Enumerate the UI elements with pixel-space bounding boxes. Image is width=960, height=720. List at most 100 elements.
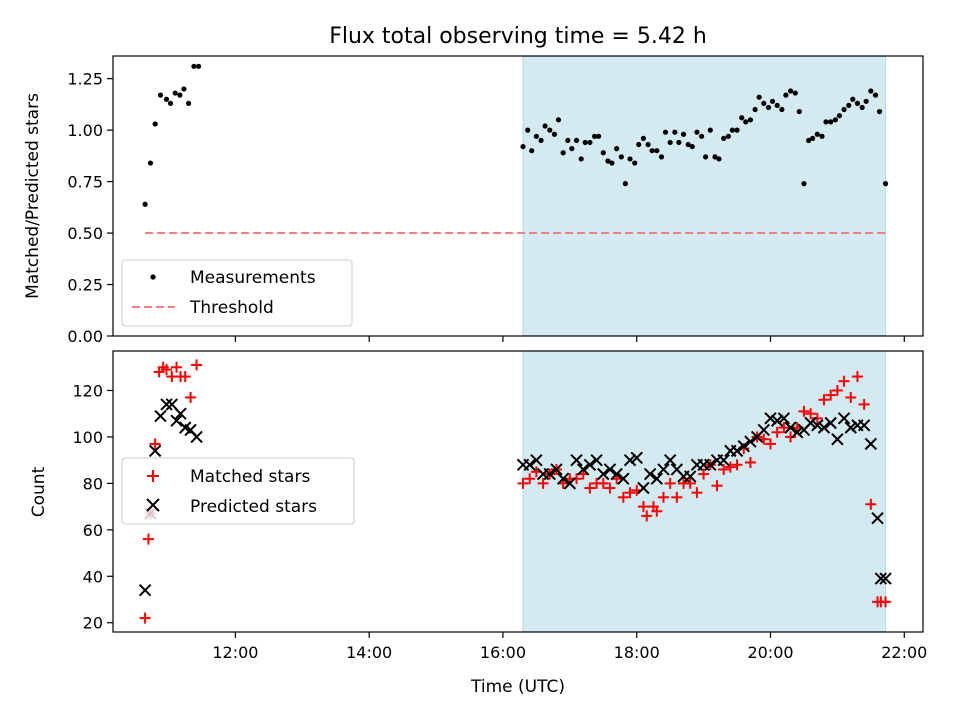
predicted-star-point [770,414,784,427]
predicted-star-point [160,398,173,411]
predicted-star-point [791,426,804,439]
measurement-point [703,154,709,160]
measurement-point [147,160,154,166]
measurement-point [828,119,834,125]
x-tick-label: 16:00 [480,643,526,662]
x-tick-label: 22:00 [881,643,927,662]
measurement-point [769,98,776,104]
predicted-star-point [577,463,590,476]
measurement-point [560,150,566,156]
measurement-point [685,141,691,148]
measurement-point [658,154,665,160]
top-panel: 0.00 0.25 0.50 0.75 1.00 1.25 Matched/Predict… [23,55,924,346]
measurement-point [868,88,874,94]
bottom-legend: Matched stars Predicted stars [121,457,355,525]
measurement-point [739,115,745,121]
predicted-star-point [837,412,851,425]
top-x-tick-marks [234,336,905,342]
y-tick-label: 0.00 [67,327,103,346]
predicted-star-point [570,453,583,467]
measurement-point [680,131,687,137]
measurement-point [823,119,829,125]
y-tick-label: 120 [72,381,103,400]
matched-star-point [664,477,676,489]
measurement-point [694,129,700,135]
measurement-point [569,146,575,152]
matched-star-point [764,438,776,450]
matched-star-point [731,459,743,471]
predicted-star-point [704,458,717,472]
matched-star-point [671,491,683,503]
measurement-point [609,160,615,166]
predicted-star-point [744,435,757,448]
measurement-point [662,129,669,135]
measurement-point [779,106,785,113]
matched-star-point [785,431,797,443]
predicted-star-point [637,481,650,495]
matched-star-point [811,412,823,424]
measurement-point [640,135,647,141]
matched-star-point [624,487,636,499]
measurement-point [654,148,660,154]
bottom-y-axis-label: Count [29,466,49,517]
predicted-star-point [817,421,831,434]
matched-star-point [845,391,857,403]
predicted-star-point [811,419,824,432]
matched-star-point [724,461,736,473]
predicted-star-point [630,451,643,465]
predicted-star-point [857,419,871,432]
matched-star-point [698,468,710,480]
predicted-star-point [154,409,167,423]
y-tick-label: 20 [83,614,103,633]
predicted-star-point [590,453,603,467]
measurement-point [142,201,148,207]
predicted-star-point [650,472,663,485]
measurement-point [538,137,544,144]
measurement-point [721,135,727,141]
predicted-star-point [684,470,697,483]
measurement-point [863,98,869,104]
measurement-point [167,100,174,106]
measurement-point [152,121,158,127]
measurement-point [716,156,722,162]
predicted-star-point [824,416,837,430]
measurement-point [649,148,655,154]
measurement-point [756,94,762,100]
predicted-star-point [190,430,203,444]
predicted-star-point [777,412,791,425]
measurement-points [142,63,889,207]
measurement-point [632,160,638,166]
y-tick-label: 60 [83,521,103,540]
top-legend: Measurements Threshold [121,259,353,327]
legend-threshold-label: Threshold [189,298,274,318]
legend-measurements-label: Measurements [190,268,316,288]
predicted-star-point [784,421,797,434]
matched-star-point [597,477,609,489]
measurement-point [783,92,789,98]
measurement-point [743,119,749,125]
matched-star-point [851,371,863,383]
chart-title: Flux total observing time = 5.42 h [329,24,707,49]
measurement-point [752,106,758,113]
measurement-point [177,92,183,98]
measurement-point [565,137,571,144]
top-y-axis: 0.00 0.25 0.50 0.75 1.00 1.25 [67,70,113,346]
predicted-star-point [597,467,610,481]
measurement-point [172,90,178,96]
bottom-panel: 20 40 60 80 100 120 12:00 14:00 16:00 18:00 20:00… [29,350,927,697]
measurement-point [618,154,624,160]
measurement-point [551,131,558,137]
measurement-point [689,143,695,150]
measurement-point [555,117,562,123]
measurement-point [806,137,812,144]
measurement-point [810,135,816,141]
matched-star-point [584,482,596,494]
measurement-point [872,92,879,98]
measurement-point [587,139,593,146]
measurement-point [801,181,807,187]
matched-star-point [641,510,653,522]
predicted-star-point [764,412,777,425]
matched-star-point [517,477,529,489]
y-tick-label: 0.25 [67,276,103,295]
